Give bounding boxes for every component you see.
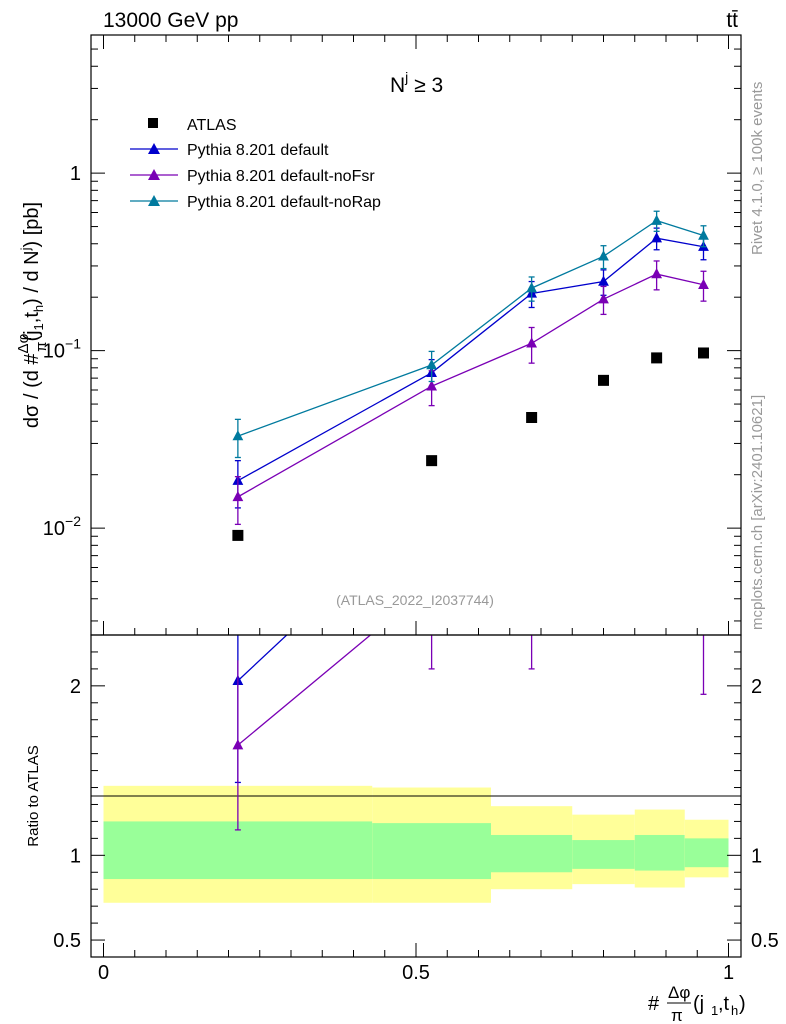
ratio-point-noFsr	[651, 510, 662, 520]
main-axis-ticks: 1 10−1 10−2	[43, 34, 741, 635]
ratio-uncertainty-bands	[103, 785, 729, 903]
legend-label-default: Pythia 8.201 default	[187, 142, 329, 159]
legend-entry-atlas: ATLAS	[148, 117, 237, 134]
ratio-y-tick-label: 2	[70, 676, 81, 698]
data-point-noRap	[698, 229, 709, 240]
data-point-noFsr	[698, 278, 709, 289]
series-line-noFsr	[237, 273, 704, 498]
band-inner	[103, 821, 373, 880]
legend-entry-norap: Pythia 8.201 default-noRap	[130, 194, 381, 211]
mcplots-label: mcplots.cern.ch [arXiv:2401.10621]	[749, 395, 766, 630]
data-point-noFsr	[526, 337, 538, 348]
ratio-panel: 2 2 1 1 0.5 0.5 0 0.5 1 Ratio to ATLAS # Δφ π (j…	[25, 171, 779, 1024]
data-point-noFsr	[651, 268, 663, 279]
ratio-point-default	[598, 409, 609, 419]
header-left-label: 13000 GeV pp	[103, 9, 238, 32]
legend-entry-default: Pythia 8.201 default	[130, 142, 329, 159]
legend-label-norap: Pythia 8.201 default-noRap	[187, 194, 381, 211]
svg-text:): )	[739, 993, 746, 1015]
band-inner	[572, 840, 635, 869]
svg-text:dσ / (d #Δφπ(j1,th) / d Nj) [p: dσ / (d #Δφπ(j1,th) / d Nj) [pb]	[15, 202, 50, 428]
analysis-label: (ATLAS_2022_I2037744)	[336, 592, 494, 608]
data-point-noRap	[426, 358, 438, 370]
ratio-y-tick-label-right: 0.5	[751, 930, 779, 952]
ratio-y-tick-label-right: 2	[751, 676, 762, 698]
main-y-axis-label: dσ / (d #Δφπ(j1,th) / d Nj) [pb]	[15, 202, 50, 428]
ratio-y-tick-label: 0.5	[53, 930, 81, 952]
legend-label-atlas: ATLAS	[187, 117, 237, 134]
data-point-noRap	[598, 250, 609, 261]
data-point-noFsr	[426, 380, 438, 391]
svg-text:1: 1	[711, 1003, 718, 1018]
series-line-default	[237, 237, 704, 482]
ratio-axis-ticks: 2 2 1 1 0.5 0.5 0 0.5 1	[53, 651, 779, 984]
header-right-label: tt̄	[726, 9, 738, 32]
data-point-noRap	[232, 430, 244, 441]
data-point-atlas	[426, 455, 438, 467]
data-point-atlas	[232, 529, 244, 541]
band-inner	[372, 823, 491, 880]
svg-text:#: #	[648, 993, 660, 1015]
x-tick-label: 0	[98, 962, 109, 984]
legend-marker-default	[148, 143, 160, 154]
svg-text:π: π	[671, 1006, 683, 1024]
ratio-y-tick-label: 1	[70, 845, 81, 867]
legend: ATLAS Pythia 8.201 default Pythia 8.201 …	[130, 117, 381, 211]
band-inner	[491, 834, 573, 873]
data-point-atlas	[526, 412, 538, 424]
data-point-default	[598, 275, 609, 286]
ratio-point-noFsr	[598, 527, 609, 537]
data-point-noFsr	[232, 490, 244, 502]
x-tick-label: 1	[723, 962, 734, 984]
rivet-version-label: Rivet 4.1.0, ≥ 100k events	[749, 82, 766, 255]
data-point-noRap	[651, 214, 663, 225]
x-tick-label: 0.5	[402, 962, 430, 984]
main-series-group	[232, 210, 709, 541]
svg-text:Δφ: Δφ	[668, 983, 690, 1002]
main-y-tick-label: 10−2	[43, 513, 81, 540]
ratio-point-noFsr	[526, 578, 537, 588]
band-inner	[684, 838, 729, 868]
band-inner	[634, 834, 685, 871]
main-panel: 1 10−1 10−2 Nj ≥ 3 (ATLAS_2022_I2037744) d…	[15, 34, 742, 636]
data-point-atlas	[598, 374, 609, 386]
ratio-point-noFsr	[232, 739, 244, 750]
ratio-point-default	[526, 171, 537, 181]
legend-marker-nofsr	[148, 169, 160, 180]
data-point-noRap	[526, 282, 538, 293]
series-line-noRap	[237, 219, 704, 437]
svg-text:(j: (j	[693, 993, 704, 1015]
data-point-atlas	[698, 347, 709, 359]
data-point-noFsr	[598, 293, 609, 304]
svg-text:h: h	[731, 1003, 738, 1018]
svg-text:,t: ,t	[718, 993, 730, 1015]
data-point-atlas	[651, 352, 663, 364]
legend-entry-nofsr: Pythia 8.201 default-noFsr	[130, 168, 375, 185]
panel-title: Nj ≥ 3	[390, 69, 443, 97]
main-y-tick-label: 1	[70, 163, 81, 185]
data-point-default	[651, 232, 663, 243]
ratio-series-group	[232, 171, 709, 831]
ratio-y-axis-label: Ratio to ATLAS	[25, 745, 42, 846]
ratio-point-noFsr	[426, 578, 437, 588]
legend-marker-norap	[148, 195, 160, 206]
x-axis-label: # Δφ π (j 1 ,t h )	[648, 983, 746, 1024]
ratio-point-default	[426, 493, 437, 503]
legend-marker-atlas	[148, 118, 158, 128]
ratio-point-noFsr	[698, 609, 709, 619]
ratio-line-noFsr	[237, 635, 372, 746]
main-y-tick-label: 10−1	[43, 336, 81, 363]
legend-label-nofsr: Pythia 8.201 default-noFsr	[187, 168, 375, 185]
ratio-y-tick-label-right: 1	[751, 845, 762, 867]
